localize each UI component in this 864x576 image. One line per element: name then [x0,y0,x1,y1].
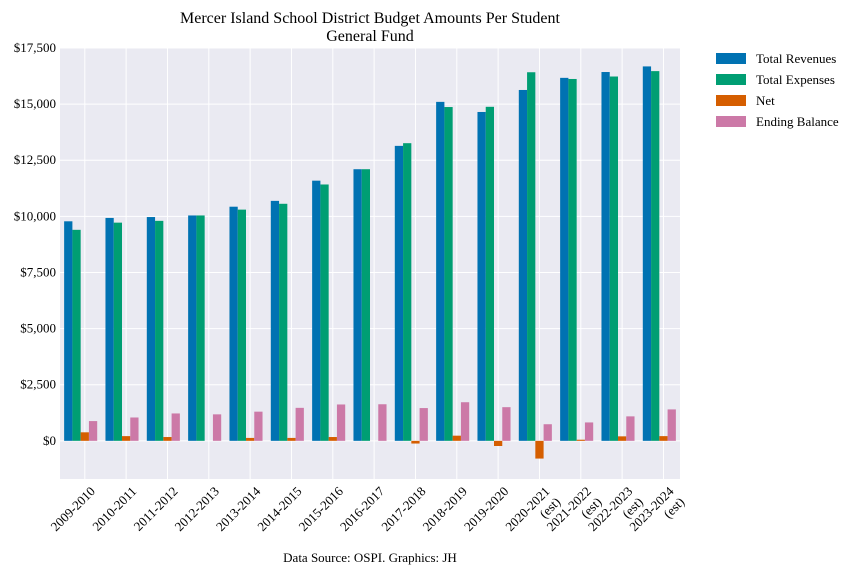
legend-swatch [716,95,746,106]
legend-swatch [716,53,746,64]
bar-total-expenses [237,209,246,441]
y-tick-label: $15,000 [14,96,56,111]
x-tick-label-line: 2010-2011 [89,484,139,534]
bar-total-revenues [353,169,362,441]
bar-net [659,436,668,441]
legend-label: Total Expenses [756,72,835,87]
bar-ending-balance [295,407,304,441]
bar-total-revenues [312,180,321,441]
legend-swatch [716,116,746,127]
x-axis-ticks: 2009-20102010-20112011-20122012-20132013… [48,483,688,534]
x-tick-label-line: 2009-2010 [48,484,98,534]
bar-total-revenues [188,215,197,441]
bar-total-expenses [113,222,122,441]
bar-net [618,436,627,441]
x-tick-label-line: 2018-2019 [420,484,470,534]
bar-total-expenses [155,220,164,441]
y-tick-label: $5,000 [20,321,56,336]
x-tick-label-line: 2012-2013 [172,484,222,534]
data-source-note: Data Source: OSPI. Graphics: JH [283,550,457,565]
bar-net [494,440,503,447]
x-tick-label: 2019-2020 [461,484,511,534]
y-tick-label: $10,000 [14,208,56,223]
bar-ending-balance [460,402,470,441]
bar-total-expenses [444,107,453,441]
bar-total-expenses [279,203,288,441]
bar-total-revenues [394,145,404,441]
bar-total-revenues [64,221,73,441]
bar-net [452,435,461,441]
bar-total-revenues [229,206,238,441]
bar-total-revenues [642,66,652,441]
bar-total-expenses [403,143,412,441]
x-tick-label: 2010-2011 [89,484,139,534]
bar-net [411,440,420,444]
bar-total-revenues [105,217,114,441]
bar-total-expenses [196,215,205,441]
bar-ending-balance [543,424,552,441]
bar-net [328,437,337,441]
x-tick-label: 2018-2019 [420,484,470,534]
x-tick-label-line: 2017-2018 [378,484,428,534]
bar-ending-balance [626,416,635,441]
bar-total-revenues [477,111,486,441]
bar-total-expenses [568,78,577,441]
x-tick-label-line: 2014-2015 [254,484,304,534]
bar-ending-balance [130,417,139,441]
bar-total-expenses [361,169,370,441]
bar-total-expenses [527,72,536,441]
y-axis-ticks: $0 $2,500 $5,000 $7,500 $10,000 $12,500 $15,00… [14,40,56,448]
bar-ending-balance [88,421,98,441]
y-tick-label: $7,500 [20,264,56,279]
x-tick-label: 2014-2015 [254,484,304,534]
chart-subtitle: General Fund [326,28,414,45]
bar-net [287,437,296,441]
legend-label: Net [756,93,775,108]
legend: Total Revenues Total Expenses Net Ending Ba… [716,51,839,129]
bar-net [163,437,172,441]
bar-ending-balance [212,414,222,441]
bar-net [576,439,585,441]
bar-net [535,440,544,459]
bar-ending-balance [336,404,346,441]
bar-total-revenues [270,200,280,441]
bar-ending-balance [254,411,263,441]
x-tick-label: 2023-2024(est) [626,483,687,534]
bar-total-revenues [436,101,445,441]
legend-swatch [716,74,746,85]
x-tick-label-line: 2019-2020 [461,484,511,534]
bars-group [64,66,676,459]
bar-total-revenues [560,77,569,441]
chart-title: Mercer Island School District Budget Amo… [180,10,561,27]
y-tick-label: $0 [43,433,56,448]
bar-ending-balance [502,407,511,441]
bar-total-expenses [609,76,618,441]
bar-net [80,432,89,441]
bar-ending-balance [171,413,180,441]
bar-total-revenues [601,72,610,441]
bar-total-revenues [146,217,156,441]
x-tick-label: 2009-2010 [48,484,98,534]
bar-total-expenses [72,229,81,441]
x-tick-label: 2012-2013 [172,484,222,534]
x-tick-label: 2017-2018 [378,484,428,534]
bar-total-expenses [651,71,660,441]
y-tick-label: $12,500 [14,152,56,167]
bar-ending-balance [584,422,594,441]
legend-label: Ending Balance [756,114,839,129]
bar-net [122,436,131,441]
legend-label: Total Revenues [756,51,836,66]
bar-total-expenses [485,106,494,441]
bar-ending-balance [378,404,387,441]
bar-ending-balance [667,409,676,441]
y-tick-label: $17,500 [14,40,56,55]
bar-ending-balance [419,408,428,441]
bar-total-expenses [320,184,329,441]
bar-net [246,437,255,441]
bar-total-revenues [518,89,528,441]
y-tick-label: $2,500 [20,377,56,392]
